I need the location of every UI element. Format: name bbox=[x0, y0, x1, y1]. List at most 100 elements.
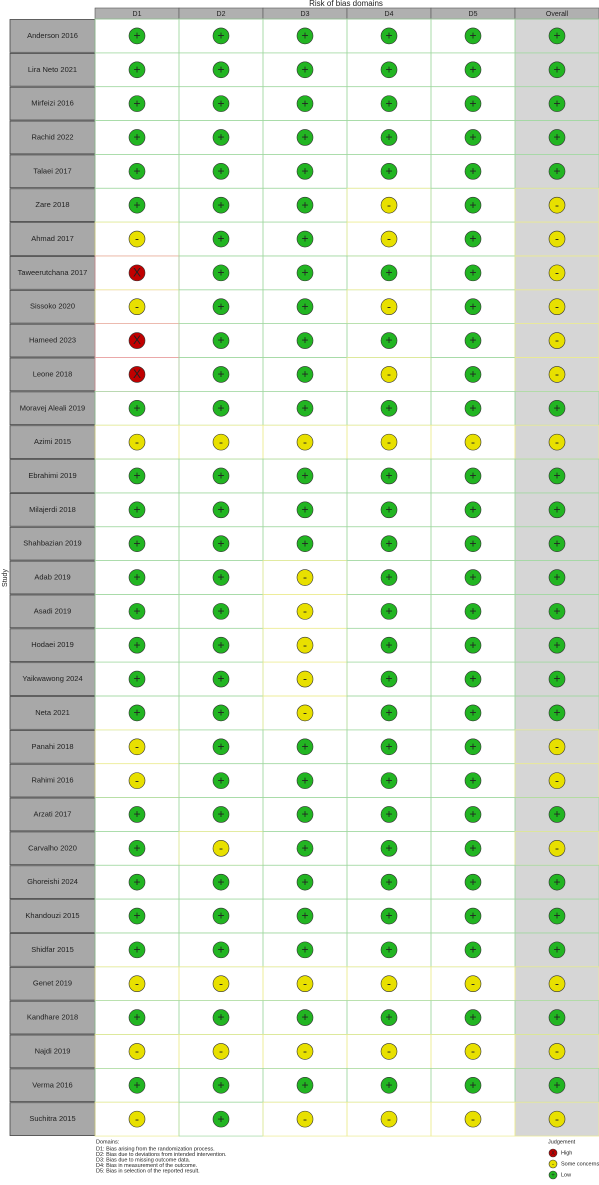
judgement-symbol: - bbox=[303, 706, 307, 720]
judgement-symbol: + bbox=[133, 1078, 140, 1092]
judgement-marker bbox=[128, 467, 146, 485]
judgement-symbol: - bbox=[555, 773, 559, 787]
judgement-marker bbox=[212, 873, 230, 891]
judgement-marker bbox=[296, 298, 314, 316]
judgement-marker bbox=[464, 1076, 482, 1094]
judgement-symbol: - bbox=[387, 198, 391, 212]
judgement-marker bbox=[380, 27, 398, 45]
judgement-symbol: + bbox=[553, 875, 560, 889]
study-cell bbox=[9, 628, 96, 663]
judgement-marker bbox=[296, 873, 314, 891]
judgement-symbol: + bbox=[217, 232, 224, 246]
judgement-marker bbox=[548, 95, 566, 112]
judgement-marker bbox=[548, 61, 566, 79]
judgement-marker bbox=[380, 806, 398, 823]
judgement-symbol: - bbox=[555, 266, 559, 280]
study-cell bbox=[9, 86, 96, 121]
judgement-symbol: + bbox=[469, 739, 476, 753]
y-label: Study bbox=[2, 569, 9, 587]
judgement-symbol: - bbox=[303, 435, 307, 449]
judgement-symbol: + bbox=[469, 807, 476, 821]
judgement-marker bbox=[548, 129, 566, 146]
judgement-marker bbox=[128, 433, 146, 451]
judgement-symbol: + bbox=[301, 1078, 308, 1092]
judgement-symbol: + bbox=[385, 773, 392, 787]
judgement-marker bbox=[548, 501, 566, 519]
judgement-symbol: + bbox=[385, 1078, 392, 1092]
judgement-symbol: - bbox=[303, 1044, 307, 1058]
judgement-symbol: + bbox=[385, 401, 392, 415]
study-cell bbox=[9, 933, 96, 967]
judgement-marker bbox=[128, 704, 146, 722]
judgement-marker bbox=[296, 129, 314, 146]
judgement-symbol: + bbox=[469, 96, 476, 110]
judgement-marker bbox=[548, 1110, 566, 1128]
judgement-marker bbox=[128, 61, 146, 79]
judgement-marker bbox=[548, 941, 566, 959]
judgement-symbol: - bbox=[555, 367, 559, 381]
judgement-marker bbox=[296, 1076, 314, 1094]
judgement-marker bbox=[464, 1009, 482, 1026]
judgement-symbol: - bbox=[135, 1044, 139, 1058]
judgement-symbol: + bbox=[301, 773, 308, 787]
judgement-marker bbox=[548, 230, 566, 248]
judgement-symbol: X bbox=[133, 367, 141, 381]
legend-label: Low bbox=[561, 1172, 571, 1178]
study-name: Sissoko 2020 bbox=[30, 302, 75, 311]
judgement-symbol: + bbox=[217, 198, 224, 212]
judgement-symbol: + bbox=[217, 62, 224, 76]
judgement-marker bbox=[464, 941, 482, 959]
judgement-marker bbox=[464, 264, 482, 282]
judgement-marker bbox=[128, 535, 146, 552]
judgement-symbol: + bbox=[469, 469, 476, 483]
judgement-symbol: + bbox=[385, 570, 392, 584]
judgement-marker bbox=[380, 873, 398, 891]
judgement-symbol: + bbox=[301, 875, 308, 889]
judgement-symbol: + bbox=[133, 943, 140, 957]
column-header-label: D3 bbox=[301, 11, 310, 18]
judgement-marker bbox=[548, 806, 566, 823]
judgement-symbol: + bbox=[301, 130, 308, 144]
judgement-marker bbox=[548, 670, 566, 688]
judgement-symbol: + bbox=[553, 1010, 560, 1024]
judgement-symbol: + bbox=[301, 739, 308, 753]
judgement-marker bbox=[380, 129, 398, 146]
judgement-symbol: + bbox=[385, 29, 392, 43]
judgement-marker bbox=[296, 332, 314, 349]
judgement-symbol: + bbox=[133, 164, 140, 178]
judgement-marker bbox=[380, 399, 398, 417]
judgement-symbol: + bbox=[217, 672, 224, 686]
judgement-symbol: + bbox=[553, 706, 560, 720]
study-cell bbox=[9, 492, 96, 527]
judgement-symbol: + bbox=[217, 604, 224, 618]
judgement-marker bbox=[548, 569, 566, 586]
judgement-marker bbox=[212, 1009, 230, 1026]
judgement-marker bbox=[548, 738, 566, 756]
judgement-marker bbox=[212, 941, 230, 959]
judgement-symbol: + bbox=[217, 299, 224, 313]
judgement-symbol: + bbox=[469, 164, 476, 178]
judgement-marker bbox=[548, 163, 566, 180]
judgement-symbol: + bbox=[469, 536, 476, 550]
study-name: Yaikwawong 2024 bbox=[22, 674, 82, 683]
judgement-symbol: + bbox=[385, 841, 392, 855]
judgement-marker bbox=[128, 27, 146, 45]
judgement-marker bbox=[212, 433, 230, 451]
judgement-marker bbox=[296, 738, 314, 756]
legend-label: Some concerns bbox=[561, 1161, 599, 1167]
judgement-marker bbox=[380, 738, 398, 756]
judgement-marker bbox=[296, 772, 314, 789]
judgement-symbol: - bbox=[303, 638, 307, 652]
judgement-symbol: + bbox=[217, 469, 224, 483]
study-cell bbox=[9, 323, 96, 358]
judgement-marker bbox=[548, 704, 566, 722]
judgement-marker bbox=[380, 840, 398, 857]
judgement-marker bbox=[380, 433, 398, 451]
judgement-marker bbox=[380, 772, 398, 789]
study-name: Shidfar 2015 bbox=[31, 945, 74, 954]
judgement-symbol: + bbox=[301, 943, 308, 957]
judgement-symbol: - bbox=[135, 739, 139, 753]
judgement-symbol: + bbox=[469, 604, 476, 618]
judgement-marker bbox=[212, 163, 230, 180]
judgement-symbol: + bbox=[469, 29, 476, 43]
